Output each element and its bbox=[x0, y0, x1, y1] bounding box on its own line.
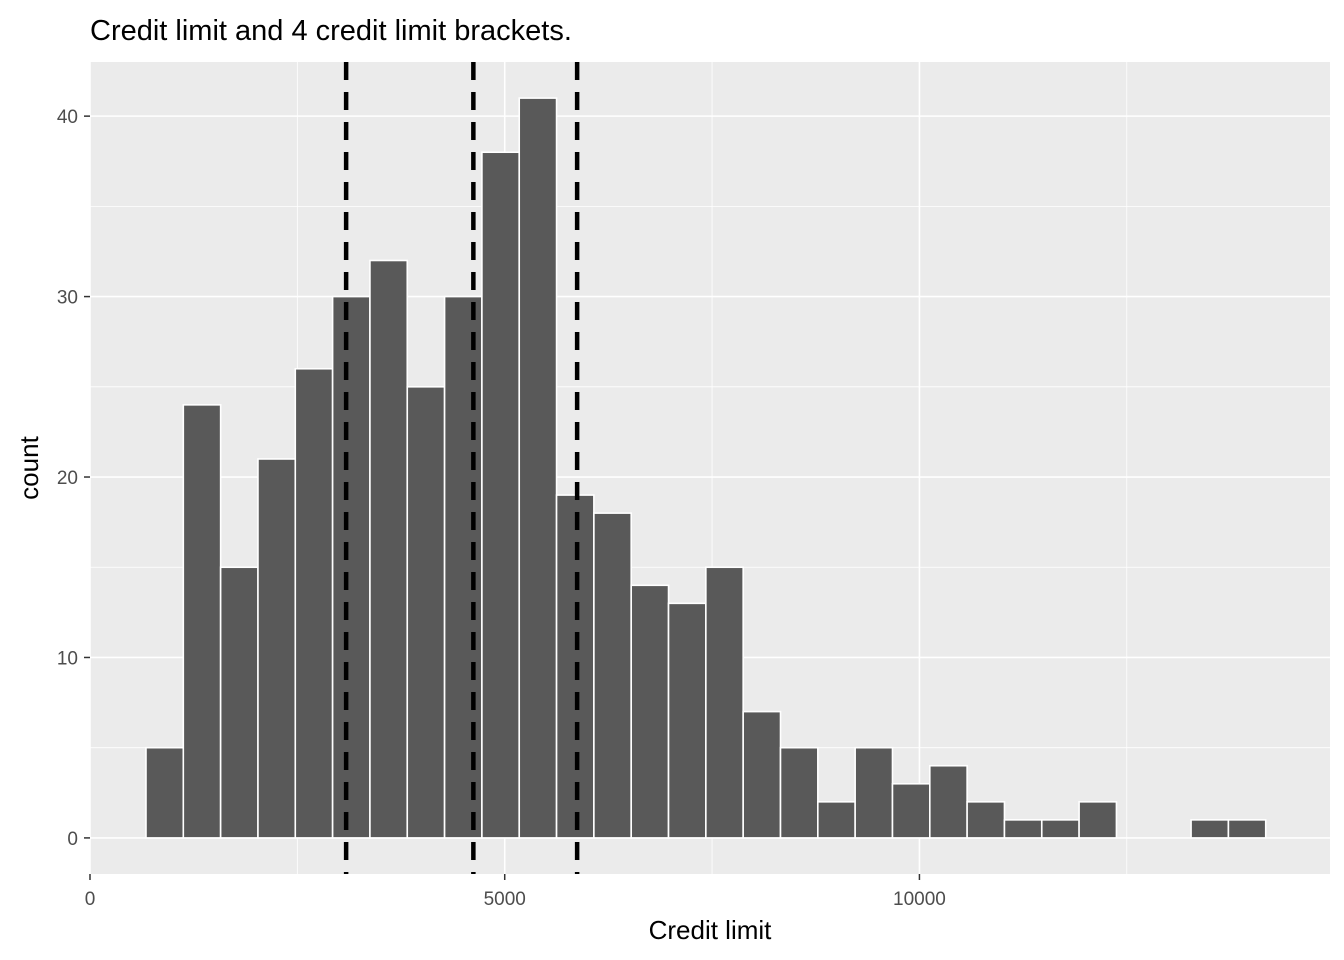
x-tick-label: 0 bbox=[85, 889, 96, 910]
histogram-bar bbox=[966, 801, 1006, 839]
histogram-bar bbox=[1227, 819, 1267, 839]
histogram-bar bbox=[1190, 819, 1230, 839]
y-axis-title: count bbox=[14, 435, 44, 499]
y-tick-label: 10 bbox=[57, 648, 78, 669]
bracket-cutoff-lines bbox=[343, 62, 580, 874]
histogram-bar bbox=[481, 151, 521, 839]
histogram-bar bbox=[854, 746, 894, 839]
histogram-bar bbox=[779, 746, 819, 839]
y-axis: 0 10 20 30 40 bbox=[57, 107, 90, 850]
histogram-bar bbox=[667, 602, 707, 839]
histogram-bar bbox=[1040, 819, 1080, 839]
histogram-bar bbox=[443, 295, 483, 839]
histogram-bar bbox=[406, 385, 446, 839]
y-tick-label: 20 bbox=[57, 468, 78, 489]
histogram-bar bbox=[369, 259, 409, 839]
histogram-bar bbox=[742, 710, 782, 839]
histogram-bars bbox=[145, 97, 1267, 839]
histogram-bar bbox=[518, 97, 558, 839]
histogram-bar bbox=[331, 295, 371, 839]
x-axis: 0 5000 10000 bbox=[85, 874, 946, 910]
histogram-bar bbox=[219, 566, 259, 839]
y-tick-label: 0 bbox=[67, 829, 78, 850]
x-tick-label: 10000 bbox=[893, 889, 946, 910]
x-tick-label: 5000 bbox=[484, 889, 526, 910]
histogram-bar bbox=[294, 367, 334, 839]
histogram-bar bbox=[817, 801, 856, 839]
histogram-bar bbox=[630, 584, 670, 839]
histogram-bar bbox=[1078, 801, 1118, 839]
histogram-bar bbox=[257, 458, 297, 839]
histogram-bar bbox=[1003, 819, 1043, 839]
y-tick-label: 40 bbox=[57, 107, 78, 128]
chart-title: Credit limit and 4 credit limit brackets… bbox=[90, 15, 572, 47]
histogram-bar bbox=[593, 512, 633, 839]
histogram-bar bbox=[705, 566, 744, 839]
histogram-bar bbox=[182, 404, 222, 839]
histogram-bar bbox=[891, 782, 931, 839]
y-tick-label: 30 bbox=[57, 288, 78, 309]
histogram-bar bbox=[145, 746, 185, 839]
x-axis-title: Credit limit bbox=[649, 915, 773, 945]
histogram-bar bbox=[928, 764, 968, 839]
